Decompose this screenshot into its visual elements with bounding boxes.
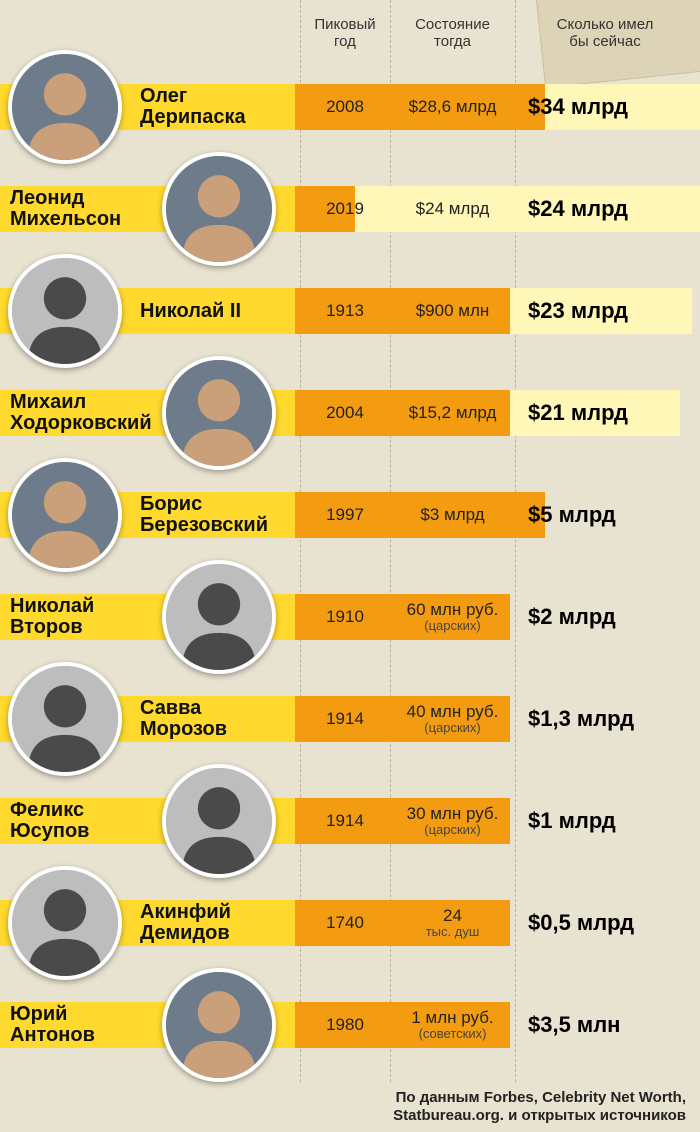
person-name: НиколайВторов [0,596,94,638]
table-row: ЛеонидМихельсон 2019$24 млрд$24 млрд [0,158,700,260]
cell-wealth-now: $24 млрд [520,186,695,232]
cell-wealth-then: 1 млн руб.(советских) [390,1002,515,1048]
cell-wealth-then: $15,2 млрд [390,390,515,436]
source-text: По данным Forbes, Celebrity Net Worth,St… [393,1089,686,1127]
cell-peak-year: 1914 [300,798,390,844]
cell-wealth-then: 30 млн руб.(царских) [390,798,515,844]
cell-peak-year: 1913 [300,288,390,334]
avatar [8,662,122,776]
table-row: СавваМорозов 191440 млн руб.(царских)$1,… [0,668,700,770]
cell-wealth-now: $5 млрд [520,492,695,538]
avatar [162,968,276,1082]
table-row: БорисБерезовский 1997$3 млрд$5 млрд [0,464,700,566]
header-year: Пиковыйгод [300,16,390,51]
table-header: Пиковыйгод Состояниетогда Сколько имелбы… [0,0,700,56]
cell-peak-year: 1980 [300,1002,390,1048]
header-now: Сколько имелбы сейчас [515,16,695,51]
cell-peak-year: 1910 [300,594,390,640]
cell-wealth-now: $21 млрд [520,390,695,436]
table-row: МихаилХодорковский 2004$15,2 млрд$21 млр… [0,362,700,464]
cell-peak-year: 2019 [300,186,390,232]
cell-wealth-now: $1,3 млрд [520,696,695,742]
cell-peak-year: 1914 [300,696,390,742]
cell-peak-year: 1997 [300,492,390,538]
cell-wealth-now: $1 млрд [520,798,695,844]
table-row: ЮрийАнтонов 19801 млн руб.(советских)$3,… [0,974,700,1076]
person-name: ФеликсЮсупов [0,800,89,842]
cell-peak-year: 2008 [300,84,390,130]
avatar [162,560,276,674]
avatar [8,50,122,164]
person-name: ЮрийАнтонов [0,1004,95,1046]
avatar [8,866,122,980]
person-name: ЛеонидМихельсон [0,188,121,230]
avatar [8,458,122,572]
table-row: ФеликсЮсупов 191430 млн руб.(царских)$1 … [0,770,700,872]
table-row: НиколайВторов 191060 млн руб.(царских)$2… [0,566,700,668]
cell-wealth-then: $900 млн [390,288,515,334]
avatar [162,152,276,266]
cell-wealth-then: $3 млрд [390,492,515,538]
cell-wealth-now: $0,5 млрд [520,900,695,946]
avatar [162,764,276,878]
cell-wealth-now: $23 млрд [520,288,695,334]
cell-wealth-then: 40 млн руб.(царских) [390,696,515,742]
cell-wealth-then: 60 млн руб.(царских) [390,594,515,640]
cell-wealth-then: 24тыс. душ [390,900,515,946]
cell-wealth-now: $34 млрд [520,84,695,130]
cell-wealth-now: $3,5 млн [520,1002,695,1048]
avatar [8,254,122,368]
person-name: МихаилХодорковский [0,392,152,434]
cell-wealth-then: $24 млрд [390,186,515,232]
cell-wealth-now: $2 млрд [520,594,695,640]
cell-peak-year: 2004 [300,390,390,436]
table-row: ОлегДерипаска 2008$28,6 млрд$34 млрд [0,56,700,158]
table-row: АкинфийДемидов 174024тыс. душ$0,5 млрд [0,872,700,974]
header-then: Состояниетогда [390,16,515,51]
table-row: Николай II 1913$900 млн$23 млрд [0,260,700,362]
avatar [162,356,276,470]
cell-wealth-then: $28,6 млрд [390,84,515,130]
cell-peak-year: 1740 [300,900,390,946]
